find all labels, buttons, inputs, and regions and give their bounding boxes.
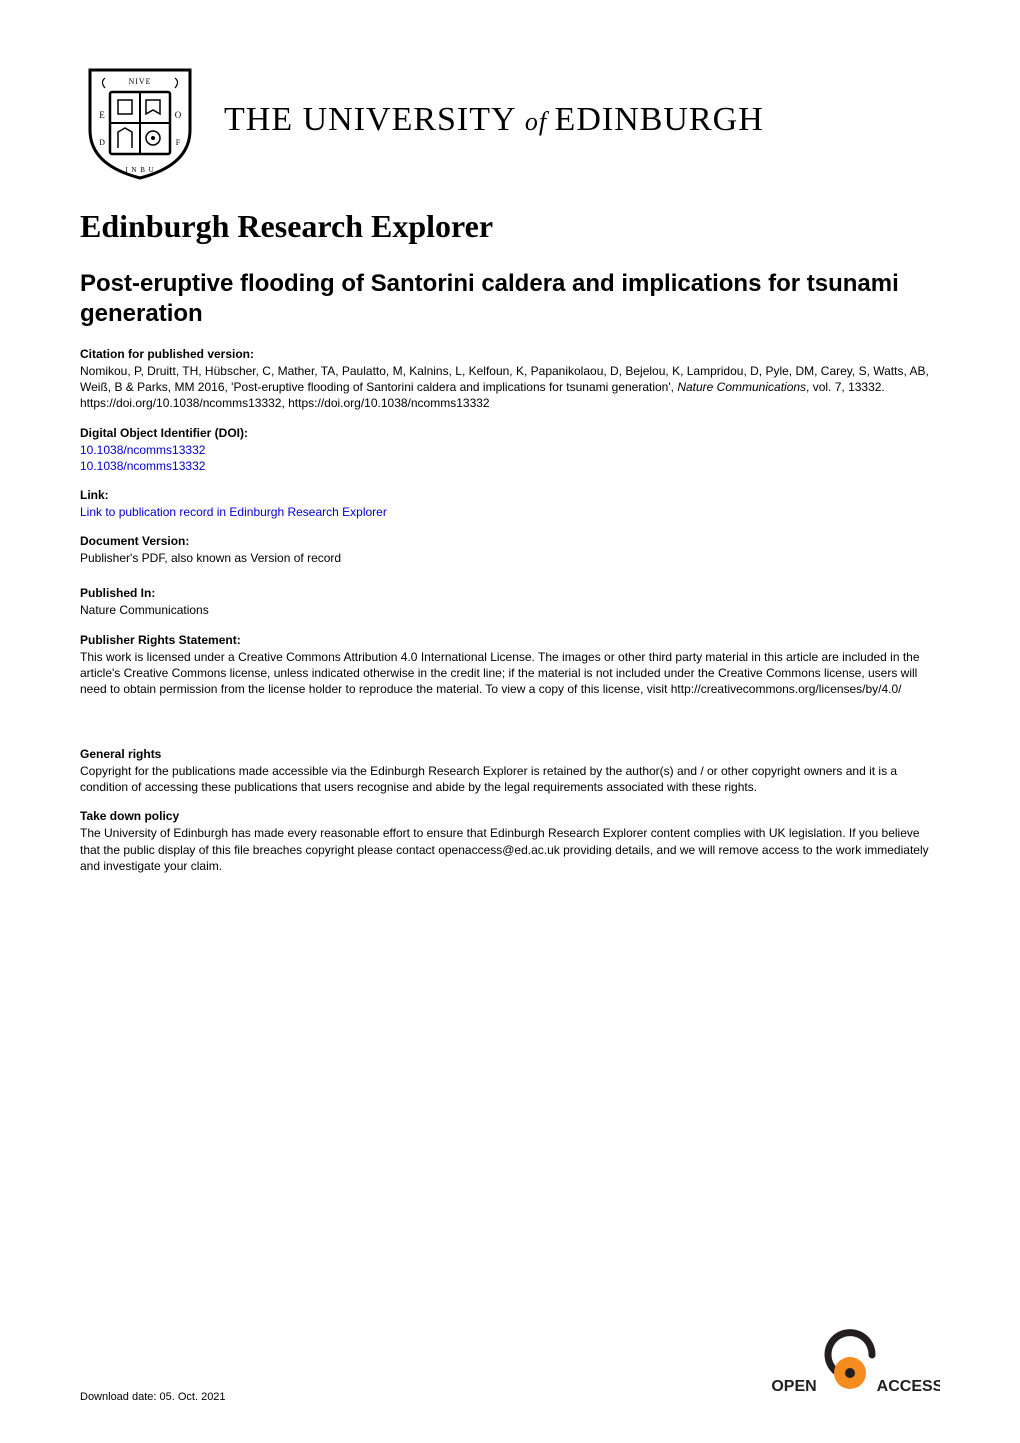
published-in-label: Published In: <box>80 586 940 600</box>
university-crest-icon: NIVE E O D F I N B U <box>80 60 200 180</box>
publisher-rights-section: Publisher Rights Statement: This work is… <box>80 633 940 698</box>
download-date: Download date: 05. Oct. 2021 <box>80 1391 226 1403</box>
university-name: THE UNIVERSITY of EDINBURGH <box>224 101 764 139</box>
link-section: Link: Link to publication record in Edin… <box>80 488 940 520</box>
university-name-of: of <box>525 107 555 136</box>
citation-section: Citation for published version: Nomikou,… <box>80 347 940 412</box>
svg-text:E: E <box>99 110 105 120</box>
footer: Download date: 05. Oct. 2021 OPEN ACCESS <box>80 1313 940 1403</box>
svg-text:D: D <box>99 138 105 147</box>
citation-journal: Nature Communications <box>677 380 806 394</box>
university-header: NIVE E O D F I N B U THE UNIVERSITY of E… <box>80 60 940 180</box>
doi-label: Digital Object Identifier (DOI): <box>80 426 940 440</box>
doi-section: Digital Object Identifier (DOI): 10.1038… <box>80 426 940 474</box>
general-rights-section: General rights Copyright for the publica… <box>80 747 940 795</box>
oa-open-text: OPEN <box>771 1378 816 1395</box>
citation-label: Citation for published version: <box>80 347 940 361</box>
oa-access-text: ACCESS <box>877 1378 940 1395</box>
take-down-text: The University of Edinburgh has made eve… <box>80 825 940 874</box>
link-label: Link: <box>80 488 940 502</box>
page: NIVE E O D F I N B U THE UNIVERSITY of E… <box>0 0 1020 1443</box>
svg-text:O: O <box>175 110 182 120</box>
take-down-label: Take down policy <box>80 809 940 823</box>
publication-link[interactable]: Link to publication record in Edinburgh … <box>80 504 940 520</box>
open-access-logo-icon: OPEN ACCESS <box>760 1313 940 1403</box>
article-title: Post-eruptive flooding of Santorini cald… <box>80 269 940 329</box>
take-down-section: Take down policy The University of Edinb… <box>80 809 940 874</box>
doc-version-text: Publisher's PDF, also known as Version o… <box>80 550 940 566</box>
published-in-section: Published In: Nature Communications <box>80 586 940 618</box>
doc-version-label: Document Version: <box>80 534 940 548</box>
doi-line-1[interactable]: 10.1038/ncomms13332 <box>80 458 940 474</box>
general-rights-label: General rights <box>80 747 940 761</box>
university-name-part2: EDINBURGH <box>555 101 764 138</box>
publisher-rights-text: This work is licensed under a Creative C… <box>80 649 940 698</box>
general-rights-text: Copyright for the publications made acce… <box>80 763 940 795</box>
svg-text:F: F <box>176 138 181 147</box>
explorer-title: Edinburgh Research Explorer <box>80 208 940 245</box>
svg-text:NIVE: NIVE <box>128 77 151 86</box>
publisher-rights-label: Publisher Rights Statement: <box>80 633 940 647</box>
doi-line-0[interactable]: 10.1038/ncomms13332 <box>80 442 940 458</box>
published-in-text: Nature Communications <box>80 602 940 618</box>
university-name-part1: THE UNIVERSITY <box>224 101 525 138</box>
doc-version-section: Document Version: Publisher's PDF, also … <box>80 534 940 566</box>
citation-body: Nomikou, P, Druitt, TH, Hübscher, C, Mat… <box>80 363 940 412</box>
svg-text:I N B U: I N B U <box>125 166 154 174</box>
